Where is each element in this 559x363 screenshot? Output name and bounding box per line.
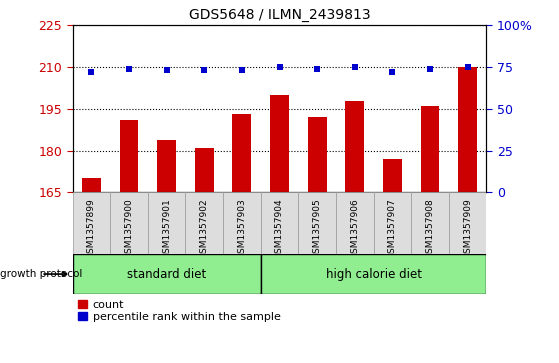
Bar xyxy=(299,192,336,254)
Bar xyxy=(449,192,486,254)
Bar xyxy=(110,192,148,254)
Text: GSM1357901: GSM1357901 xyxy=(162,199,171,259)
Bar xyxy=(458,67,477,192)
Text: GSM1357904: GSM1357904 xyxy=(275,199,284,259)
Text: GSM1357909: GSM1357909 xyxy=(463,199,472,259)
Point xyxy=(238,67,247,73)
Bar xyxy=(186,192,223,254)
Text: standard diet: standard diet xyxy=(127,268,206,281)
Bar xyxy=(157,139,176,192)
Bar xyxy=(420,106,439,192)
Bar xyxy=(73,192,110,254)
Point xyxy=(463,64,472,70)
Bar xyxy=(345,101,364,192)
Bar xyxy=(411,192,449,254)
Bar xyxy=(307,117,326,192)
Text: GSM1357905: GSM1357905 xyxy=(312,199,321,259)
Bar xyxy=(120,120,139,192)
Point xyxy=(388,69,397,75)
Legend: count, percentile rank within the sample: count, percentile rank within the sample xyxy=(78,299,281,322)
Text: GSM1357908: GSM1357908 xyxy=(425,199,434,259)
Text: GSM1357907: GSM1357907 xyxy=(388,199,397,259)
Bar xyxy=(336,192,373,254)
Point xyxy=(200,68,209,73)
Bar xyxy=(223,192,260,254)
Bar xyxy=(373,192,411,254)
Bar xyxy=(260,192,299,254)
Point xyxy=(275,64,284,70)
Bar xyxy=(383,159,402,192)
Bar xyxy=(233,114,252,192)
Point xyxy=(425,66,434,72)
Text: growth protocol: growth protocol xyxy=(0,269,82,279)
Point xyxy=(350,64,359,70)
Text: high calorie diet: high calorie diet xyxy=(325,268,421,281)
Text: GSM1357899: GSM1357899 xyxy=(87,199,96,259)
Point xyxy=(125,66,134,72)
Text: GSM1357903: GSM1357903 xyxy=(238,199,247,259)
Text: GSM1357902: GSM1357902 xyxy=(200,199,209,259)
Bar xyxy=(73,254,260,294)
Bar xyxy=(270,95,289,192)
Bar xyxy=(82,179,101,192)
Text: GSM1357900: GSM1357900 xyxy=(125,199,134,259)
Title: GDS5648 / ILMN_2439813: GDS5648 / ILMN_2439813 xyxy=(189,8,370,22)
Bar xyxy=(195,148,214,192)
Point xyxy=(312,66,321,72)
Text: GSM1357906: GSM1357906 xyxy=(350,199,359,259)
Bar xyxy=(260,254,486,294)
Point xyxy=(87,69,96,75)
Point xyxy=(162,68,171,73)
Bar xyxy=(148,192,186,254)
